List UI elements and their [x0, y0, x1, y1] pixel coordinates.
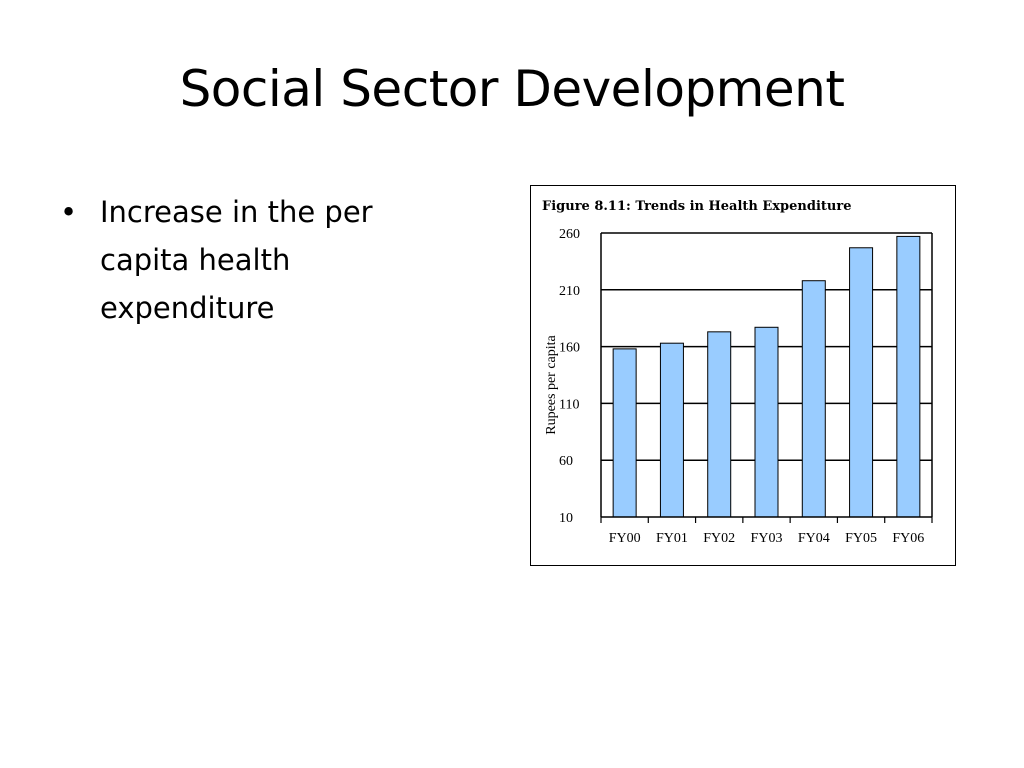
- slide-title: Social Sector Development: [179, 60, 845, 118]
- y-tick-label: 10: [559, 511, 573, 526]
- bullet-list: • Increase in the per capita health expe…: [60, 188, 420, 332]
- y-axis-label: Rupees per capita: [544, 334, 559, 434]
- y-tick-label: 160: [559, 341, 580, 356]
- x-tick-label: FY00: [609, 531, 641, 546]
- chart-title: Figure 8.11: Trends in Health Expenditur…: [542, 199, 851, 214]
- bar-fy03: [754, 326, 779, 518]
- bar-fy05: [849, 247, 874, 518]
- bar-fy02: [707, 331, 732, 518]
- y-tick-label: 210: [559, 284, 580, 299]
- x-tick-label: FY03: [751, 531, 783, 546]
- bar-chart: Figure 8.11: Trends in Health Expenditur…: [542, 199, 933, 546]
- bar-fy01: [659, 342, 684, 518]
- bar-fy06: [896, 235, 921, 518]
- y-tick-label: 110: [559, 397, 579, 412]
- bullet-marker: •: [60, 195, 78, 229]
- y-tick-label: 260: [559, 227, 580, 242]
- chart-figure: Figure 8.11: Trends in Health Expenditur…: [530, 185, 956, 566]
- x-tick-label: FY02: [703, 531, 735, 546]
- x-tick-label: FY05: [845, 531, 877, 546]
- bar-fy00: [612, 348, 637, 518]
- x-tick-label: FY01: [656, 531, 688, 546]
- bullet-text: Increase in the per capita health expend…: [100, 195, 373, 325]
- x-tick-label: FY06: [892, 531, 924, 546]
- x-tick-label: FY04: [798, 531, 830, 546]
- y-tick-label: 60: [559, 454, 573, 469]
- bar-fy04: [801, 280, 826, 518]
